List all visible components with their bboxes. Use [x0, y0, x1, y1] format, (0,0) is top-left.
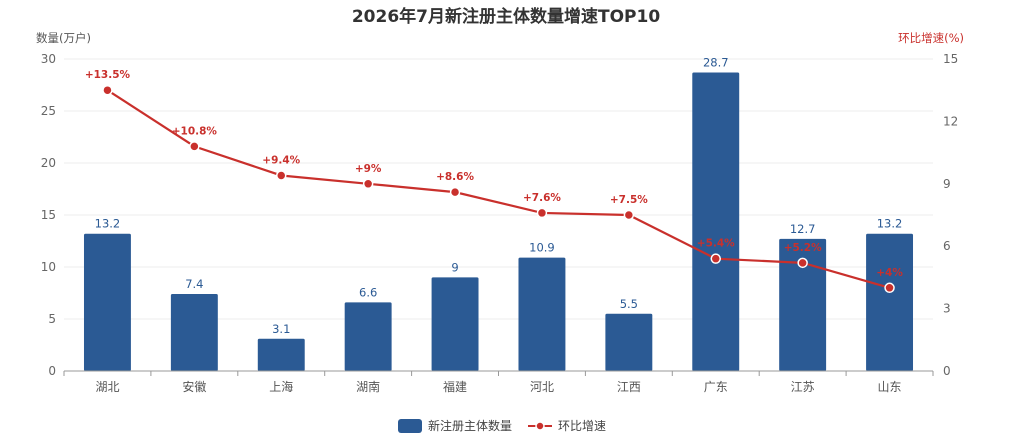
- line-point: [362, 178, 374, 190]
- bar-labels: 13.2 7.4 3.1 6.6 9 10.9 5.5 28.7 12.7 13.2: [95, 56, 903, 336]
- line-point: [623, 209, 635, 221]
- legend-line-marker: [535, 421, 545, 431]
- category-label: 河北: [530, 380, 554, 394]
- left-axis-name: 数量(万户): [36, 31, 91, 45]
- line-labels: +13.5% +10.8% +9.4% +9% +8.6% +7.6% +7.5% +5.4%…: [85, 69, 904, 279]
- series-line: [106, 89, 890, 289]
- bar: [518, 257, 566, 371]
- line-point: [884, 282, 895, 294]
- line-value-label: +10.8%: [172, 125, 218, 137]
- bar: [83, 233, 131, 371]
- right-tick-label: 15: [943, 52, 958, 66]
- right-tick-label: 0: [943, 364, 951, 378]
- bar-value-label: 13.2: [877, 217, 903, 231]
- category-label: 湖北: [95, 379, 119, 394]
- line-point: [449, 186, 461, 198]
- legend-line-label: 环比增速: [558, 419, 606, 433]
- bar: [866, 233, 914, 371]
- left-tick-label: 0: [48, 364, 56, 378]
- right-tick-label: 6: [943, 239, 951, 253]
- bar: [170, 294, 218, 371]
- category-label: 山东: [878, 380, 902, 394]
- bar-value-label: 10.9: [529, 241, 555, 255]
- category-label: 江苏: [791, 380, 815, 394]
- line-point: [276, 170, 287, 181]
- line-point: [536, 207, 548, 219]
- right-axis-ticks: 0 3 6 9 12 15: [943, 52, 958, 378]
- line-point: [710, 253, 721, 264]
- bar-value-label: 28.7: [703, 56, 729, 70]
- line-value-label: +7.5%: [610, 194, 648, 206]
- line-value-label: +5.4%: [697, 238, 735, 250]
- line-point: [189, 141, 200, 152]
- line-point: [797, 257, 808, 269]
- category-label: 安徽: [182, 379, 206, 394]
- bar: [344, 302, 392, 371]
- bar-value-label: 9: [451, 260, 458, 274]
- category-label: 上海: [269, 379, 293, 394]
- line-value-label: +5.2%: [784, 242, 822, 254]
- bar: [605, 313, 653, 371]
- x-axis: 湖北 安徽 上海 湖南 福建 河北 江西 广东 江苏 山东: [63, 370, 934, 394]
- bar: [431, 277, 479, 371]
- right-axis-name: 环比增速(%): [898, 31, 964, 45]
- bar: [257, 338, 305, 371]
- left-tick-label: 30: [41, 52, 56, 66]
- line-point: [102, 84, 113, 96]
- legend-bar-label: 新注册主体数量: [428, 418, 512, 433]
- bar-value-label: 6.6: [359, 285, 377, 299]
- left-tick-label: 10: [41, 260, 56, 274]
- category-label: 湖南: [356, 379, 380, 394]
- left-tick-label: 15: [41, 208, 56, 222]
- bar-value-label: 7.4: [185, 277, 203, 291]
- legend-bar-swatch: [398, 419, 422, 433]
- category-label: 广东: [704, 380, 728, 394]
- line-series: [102, 84, 895, 294]
- legend[interactable]: 新注册主体数量 环比增速: [398, 418, 606, 433]
- bar-value-label: 3.1: [272, 322, 290, 336]
- chart-title: 2026年7月新注册主体数量增速TOP10: [352, 6, 660, 27]
- bar-value-label: 12.7: [790, 222, 816, 236]
- left-tick-label: 20: [41, 156, 56, 170]
- right-tick-label: 3: [943, 302, 951, 316]
- bar: [779, 238, 827, 371]
- right-tick-label: 12: [943, 114, 958, 128]
- right-tick-label: 9: [943, 177, 951, 191]
- line-value-label: +9%: [355, 163, 382, 175]
- left-tick-label: 5: [48, 312, 56, 326]
- category-label: 福建: [443, 379, 467, 394]
- left-tick-label: 25: [41, 104, 56, 118]
- line-value-label: +4%: [876, 267, 903, 279]
- bar-value-label: 13.2: [95, 217, 121, 231]
- category-label: 江西: [617, 380, 641, 394]
- line-value-label: +8.6%: [436, 171, 474, 183]
- line-value-label: +13.5%: [85, 69, 131, 81]
- bar-series: [83, 72, 914, 372]
- line-value-label: +9.4%: [262, 154, 300, 166]
- bar-value-label: 5.5: [620, 297, 638, 311]
- line-value-label: +7.6%: [523, 192, 561, 204]
- bar: [692, 72, 740, 372]
- left-axis-ticks: 0 5 10 15 20 25 30: [41, 52, 56, 378]
